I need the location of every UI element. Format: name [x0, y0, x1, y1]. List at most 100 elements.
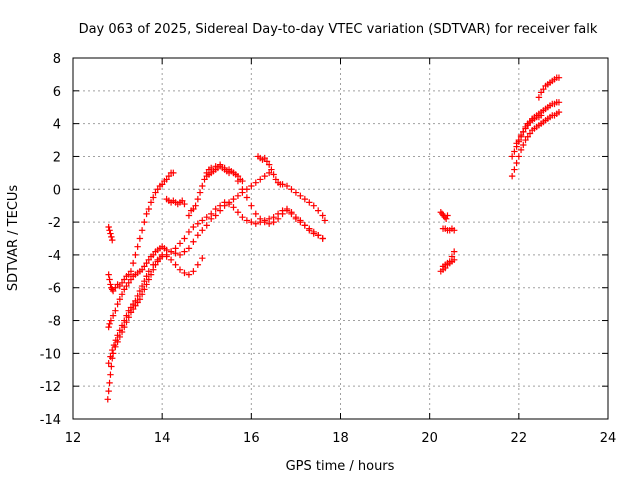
data-point: [134, 292, 141, 300]
data-series-2: [105, 169, 177, 295]
data-point: [199, 182, 206, 190]
data-point: [147, 271, 155, 278]
data-point: [442, 215, 450, 223]
data-point: [283, 182, 291, 190]
data-point: [179, 197, 186, 204]
data-point: [125, 279, 132, 287]
data-point: [537, 112, 545, 119]
data-point: [199, 254, 206, 262]
data-point: [517, 146, 525, 154]
data-point: [138, 282, 146, 290]
data-point: [145, 268, 152, 275]
data-point: [517, 131, 525, 139]
data-point: [444, 212, 451, 219]
data-point: [181, 200, 188, 208]
y-tick-label: -8: [48, 315, 61, 330]
data-point: [108, 363, 115, 370]
data-series-15: [508, 99, 563, 160]
data-point: [508, 153, 516, 160]
data-point: [106, 227, 113, 234]
data-point: [118, 291, 126, 298]
data-point: [152, 189, 159, 196]
data-point: [106, 276, 113, 283]
data-point: [112, 284, 119, 291]
data-point: [230, 204, 237, 211]
data-point: [248, 202, 255, 209]
data-point: [181, 269, 188, 277]
data-point: [114, 300, 121, 308]
data-series-17: [535, 74, 563, 101]
data-point: [170, 169, 177, 177]
data-point: [185, 245, 193, 252]
data-point: [243, 217, 251, 224]
data-point: [292, 189, 300, 196]
data-point: [143, 259, 150, 267]
data-point: [127, 276, 135, 283]
data-point: [105, 360, 112, 367]
data-point: [141, 286, 148, 293]
data-point: [165, 172, 173, 180]
data-point: [315, 232, 322, 239]
data-point: [129, 259, 137, 267]
data-point: [265, 161, 273, 168]
data-point: [107, 371, 114, 378]
data-point: [261, 218, 268, 226]
data-point: [513, 159, 520, 167]
data-point: [522, 136, 529, 144]
data-point: [225, 200, 233, 208]
data-point: [123, 312, 130, 319]
data-point: [145, 205, 152, 213]
data-point: [121, 276, 128, 283]
data-point: [537, 89, 545, 96]
x-tick-labels: 12 14 16 18 20 22 24: [65, 431, 617, 446]
data-point: [297, 192, 304, 200]
data-series-1: [105, 223, 116, 244]
data-point: [239, 186, 246, 193]
data-point: [265, 169, 273, 177]
data-point: [283, 207, 291, 214]
data-point: [212, 205, 219, 213]
data-point: [268, 166, 275, 173]
data-point: [176, 251, 184, 259]
data-point: [163, 176, 170, 183]
data-point: [239, 213, 246, 221]
data-point: [261, 154, 268, 162]
data-series-10: [437, 209, 451, 223]
data-point: [118, 279, 126, 287]
data-point: [261, 172, 268, 180]
data-point: [288, 210, 295, 218]
data-point: [513, 140, 520, 147]
data-series-7: [163, 195, 188, 208]
data-point: [279, 181, 286, 188]
data-point: [181, 235, 188, 242]
chart-title: Day 063 of 2025, Sidereal Day-to-day VTE…: [79, 22, 598, 37]
data-point: [248, 218, 255, 226]
data-point: [234, 209, 242, 216]
data-point: [141, 277, 148, 285]
data-point: [176, 266, 184, 273]
data-point: [154, 186, 161, 193]
data-point: [105, 271, 112, 278]
data-point: [310, 230, 317, 237]
data-point: [181, 248, 188, 255]
data-point: [150, 261, 157, 268]
data-point: [526, 130, 534, 137]
data-series-14: [508, 108, 563, 180]
y-tick-label: -10: [40, 347, 61, 362]
data-point: [107, 317, 115, 324]
data-point: [141, 218, 148, 226]
x-tick-label: 12: [65, 431, 82, 446]
data-point: [109, 236, 116, 244]
data-point: [138, 227, 146, 234]
data-point: [252, 220, 259, 227]
data-point: [508, 172, 516, 180]
y-tick-label: 4: [53, 118, 61, 133]
data-point: [511, 148, 518, 155]
data-point: [288, 186, 295, 193]
y-tick-label: -4: [48, 249, 61, 264]
y-tick-label: 2: [53, 150, 61, 165]
x-tick-label: 16: [243, 431, 260, 446]
data-point: [190, 238, 197, 245]
x-tick-label: 14: [154, 431, 171, 446]
data-point: [270, 171, 277, 178]
